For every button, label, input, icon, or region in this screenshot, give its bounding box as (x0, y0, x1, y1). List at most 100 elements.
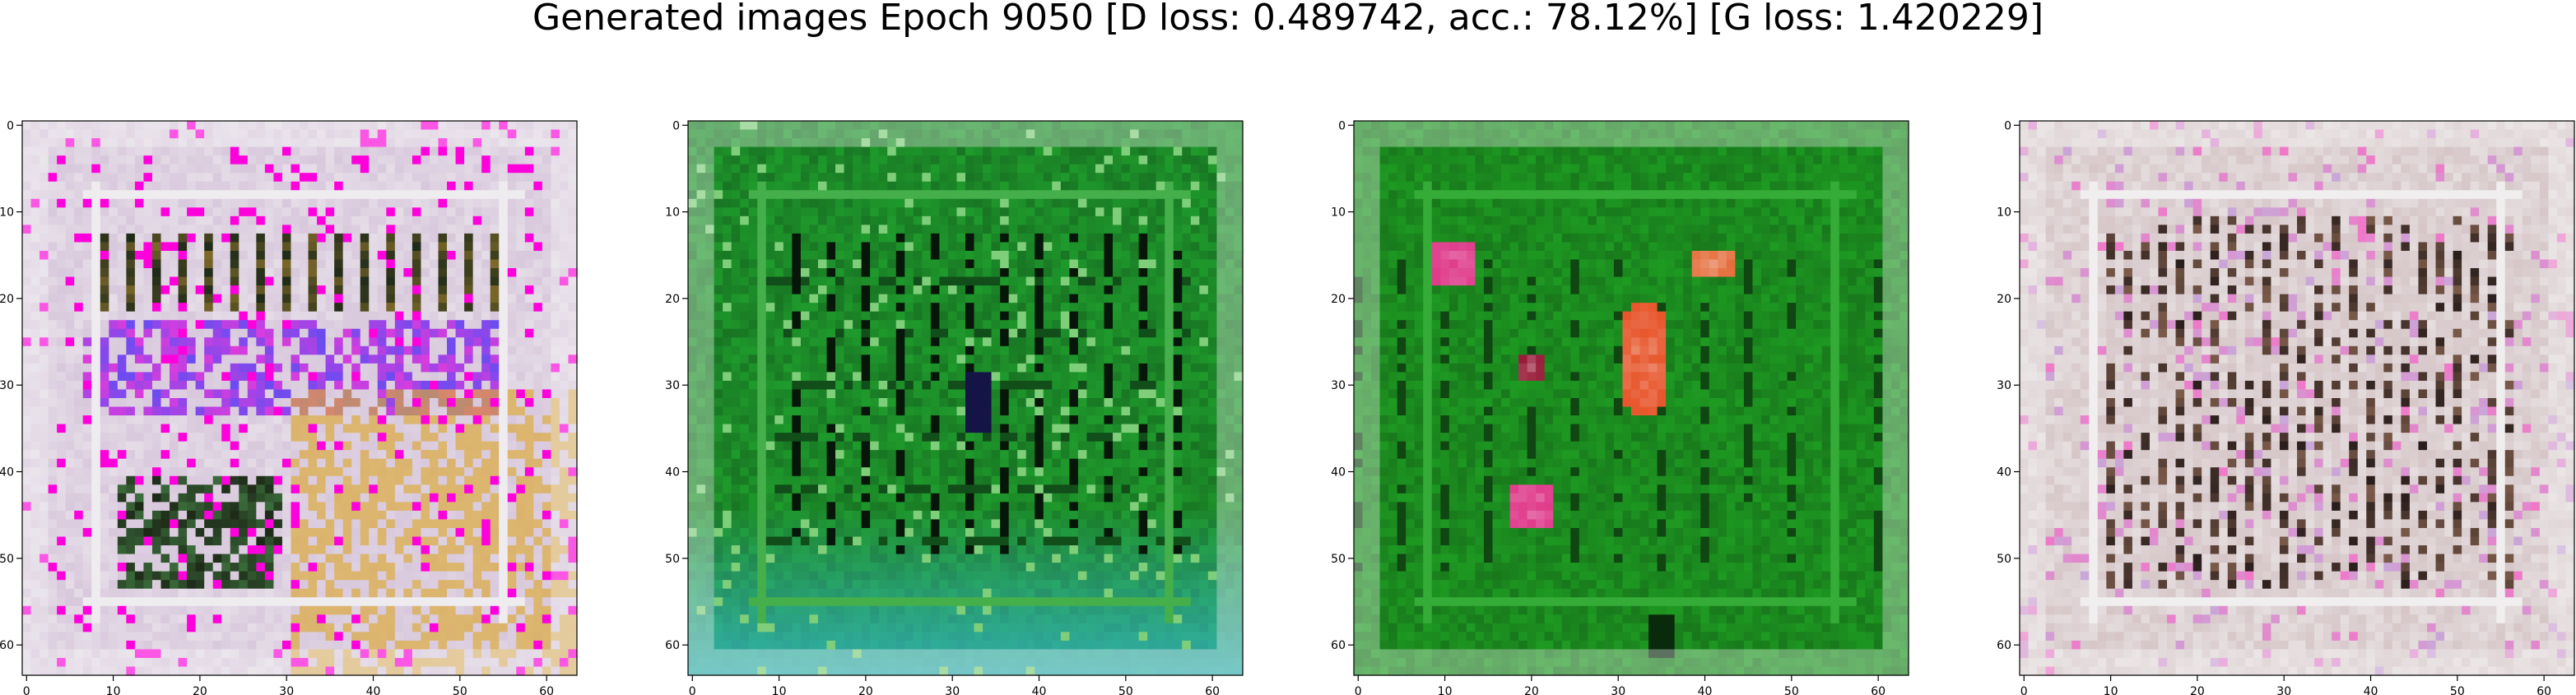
image-pixel (317, 372, 327, 382)
image-pixel (212, 605, 222, 615)
image-pixel (126, 363, 136, 373)
image-pixel (1060, 173, 1070, 183)
image-pixel (351, 433, 361, 442)
image-pixel (317, 268, 327, 278)
image-pixel (143, 233, 153, 243)
image-pixel (342, 588, 352, 598)
image-pixel (317, 181, 327, 191)
image-pixel (455, 649, 465, 659)
image-pixel (40, 649, 49, 659)
image-pixel (48, 614, 58, 624)
image-pixel (481, 510, 491, 521)
image-pixel (264, 415, 275, 425)
image-pixel (143, 328, 153, 338)
image-pixel (922, 181, 932, 191)
image-pixel (403, 450, 413, 460)
image-pixel (542, 640, 552, 651)
image-pixel (325, 450, 335, 460)
image-pixel (1095, 164, 1105, 174)
image-pixel (464, 250, 474, 261)
image-pixel (247, 190, 257, 200)
image-pixel (464, 563, 474, 572)
image-pixel (774, 155, 784, 165)
image-pixel (360, 146, 370, 156)
image-pixel (256, 588, 266, 598)
image-pixel (394, 345, 404, 355)
image-pixel (499, 328, 509, 338)
image-pixel (723, 225, 732, 234)
image-pixel (342, 328, 352, 338)
image-pixel (117, 146, 127, 156)
image-pixel (438, 285, 448, 295)
image-pixel (559, 129, 570, 139)
image-pixel (256, 502, 266, 512)
image-pixel (533, 389, 543, 399)
image-pixel (1077, 215, 1088, 225)
image-pixel (151, 450, 162, 460)
image-pixel (317, 614, 327, 624)
image-pixel (1052, 146, 1062, 156)
image-pixel (48, 233, 58, 243)
image-pixel (412, 536, 422, 546)
image-pixel (542, 666, 552, 676)
image-pixel (143, 138, 153, 148)
image-pixel (696, 129, 706, 139)
image-pixel (247, 406, 257, 416)
image-pixel (542, 268, 552, 278)
image-pixel (230, 649, 239, 659)
image-pixel (394, 181, 404, 191)
image-pixel (204, 623, 214, 632)
image-pixel (507, 285, 517, 295)
image-pixel (212, 554, 222, 563)
image-pixel (947, 190, 958, 200)
image-pixel (204, 527, 214, 538)
image-pixel (195, 484, 205, 494)
image-pixel (421, 303, 430, 313)
image-pixel (386, 536, 396, 546)
image-pixel (421, 545, 430, 555)
image-pixel (308, 597, 318, 607)
image-pixel (342, 450, 352, 460)
image-pixel (853, 233, 863, 243)
image-pixel (568, 527, 578, 538)
image-pixel (134, 623, 145, 632)
image-pixel (757, 181, 767, 191)
image-pixel (48, 519, 58, 529)
image-pixel (170, 450, 179, 460)
image-pixel (481, 372, 491, 382)
image-pixel (1199, 190, 1209, 200)
image-pixel (134, 190, 145, 200)
image-pixel (342, 571, 352, 581)
image-pixel (1043, 121, 1053, 131)
image-pixel (447, 580, 457, 590)
image-pixel (57, 345, 67, 355)
image-pixel (40, 657, 49, 668)
image-pixel (134, 129, 145, 139)
image-pixel (300, 398, 309, 408)
image-pixel (351, 527, 361, 538)
image-pixel (239, 164, 249, 174)
image-pixel (264, 354, 275, 364)
image-pixel (369, 441, 379, 451)
image-pixel (291, 545, 300, 555)
image-pixel (317, 623, 327, 632)
image-pixel (273, 250, 283, 261)
image-pixel (178, 242, 188, 252)
image-pixel (533, 121, 543, 131)
image-pixel (568, 632, 578, 642)
image-pixel (774, 207, 784, 217)
image-pixel (455, 207, 465, 217)
image-pixel (160, 389, 170, 399)
image-pixel (455, 580, 465, 590)
image-pixel (559, 623, 570, 632)
image-pixel (30, 242, 40, 252)
image-pixel (204, 605, 214, 615)
image-pixel (22, 380, 32, 391)
image-pixel (429, 190, 439, 200)
image-pixel (369, 129, 379, 139)
image-pixel (342, 502, 352, 512)
image-pixel (1035, 190, 1044, 200)
image-pixel (412, 493, 422, 503)
image-pixel (369, 519, 379, 529)
image-pixel (143, 666, 153, 676)
